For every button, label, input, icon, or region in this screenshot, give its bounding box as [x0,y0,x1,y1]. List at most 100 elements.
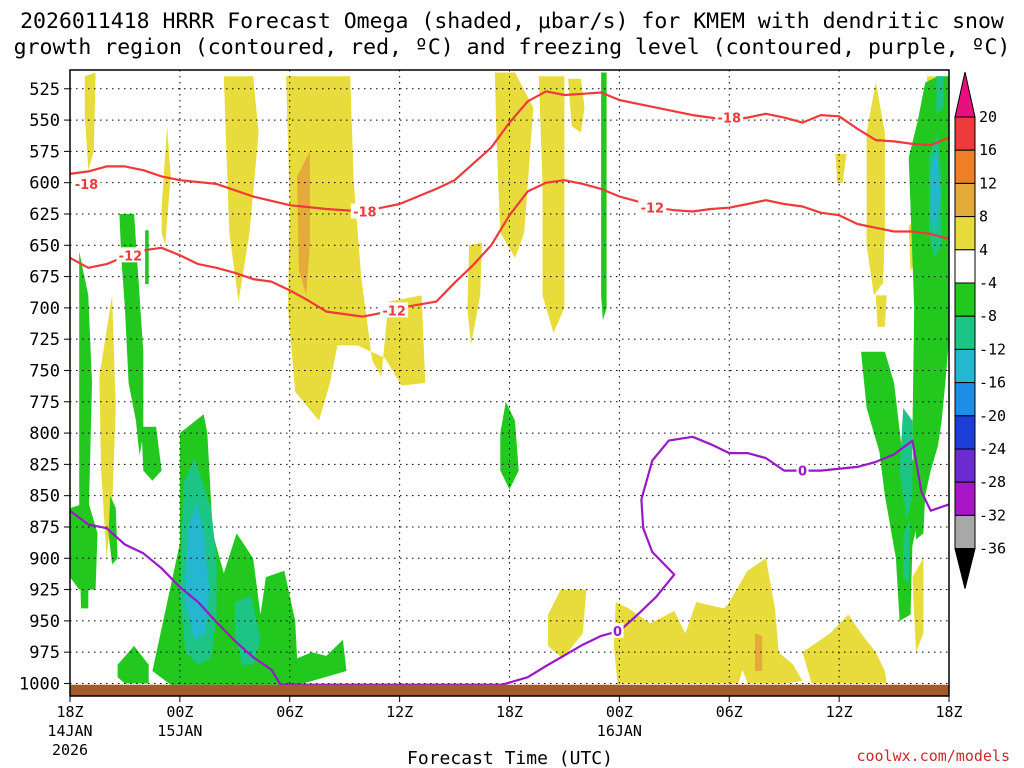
omega-region-40 [903,520,911,584]
contour-label-m18-2: -18 [718,112,742,127]
omega-region-0 [84,72,96,171]
colorbar-label--16: -16 [979,374,1006,392]
y-tick-575: 575 [29,142,60,162]
colorbar-seg-m36-m32 [954,514,976,550]
x-tick-1: 00Z [166,703,193,721]
chart-title-line1: 2026011418 HRRR Forecast Omega (shaded, … [20,9,1004,34]
contour-label-m12-3: -12 [119,249,143,264]
colorbar-label-16: 16 [979,141,997,159]
omega-region-2 [161,126,171,246]
contour-label-bg-0 [72,175,101,191]
contour-label-zero-6: 0 [613,625,622,640]
omega-region-23 [108,495,118,565]
colorbar-seg-m24-m20 [954,415,976,450]
omega-region-39 [936,76,944,114]
colorbar-seg-m8-m4 [954,282,976,317]
x-tick-7: 12Z [826,703,853,721]
colorbar-seg-m32-m28 [954,481,976,516]
colorbar: 20 16 12 8 4 -4 -8 -12 -16 -20 -24 -28 -32 -36 [954,71,1006,589]
colorbar-label--4: -4 [979,274,997,292]
y-tick-650: 650 [29,236,60,256]
colorbar-seg-8-12 [954,182,976,218]
omega-region-6 [494,72,534,258]
x-tick-3: 12Z [386,703,413,721]
colorbar-label--24: -24 [979,440,1006,458]
colorbar-label--8: -8 [979,307,997,325]
ground-surface [70,684,949,696]
contour-label-bg-2 [715,109,744,125]
y-tick-550: 550 [29,111,60,131]
contour-label-bg-5 [638,199,667,215]
colorbar-label--12: -12 [979,340,1006,358]
y-tick-900: 900 [29,549,60,569]
omega-region-26 [145,230,149,285]
colorbar-seg-4-8 [954,216,976,251]
y-tick-725: 725 [29,330,60,350]
colorbar-label--32: -32 [979,506,1006,524]
contour-label-bg-4 [380,302,409,318]
y-tick-825: 825 [29,455,60,475]
contour-label-bg-6 [611,622,624,638]
colorbar-label--36: -36 [979,540,1006,558]
contour-label-m18-1: -18 [353,205,377,220]
omega-region-7 [538,76,565,333]
colorbar-seg-m20-m16 [954,382,976,417]
contour-label-bg-1 [350,203,379,219]
colorbar-seg-m16-m12 [954,348,976,384]
colorbar-label--20: -20 [979,407,1006,425]
x-tick-6: 06Z [716,703,743,721]
omega-region-15 [875,295,887,327]
y-tick-525: 525 [29,80,60,100]
omega-region-34 [185,501,210,640]
omega-region-13 [835,153,847,183]
y-tick-600: 600 [29,174,60,194]
colorbar-seg-m28-m24 [954,448,976,483]
colorbar-top-arrow [954,71,976,118]
omega-region-9 [613,589,750,684]
y-tick-675: 675 [29,268,60,288]
colorbar-label-8: 8 [979,208,988,226]
omega-region-14 [866,82,885,296]
omega-region-38 [930,151,940,233]
contour-label-bg-3 [116,247,145,263]
credit-text: coolwx.com/models [856,747,1010,765]
omega-region-36 [899,408,913,521]
colorbar-label--28: -28 [979,473,1006,491]
x-tick-2: 06Z [276,703,303,721]
omega-region-19 [297,151,310,296]
y-tick-850: 850 [29,487,60,507]
omega-region-27 [117,645,149,684]
colorbar-seg-neutral [954,249,976,284]
colorbar-bottom-arrow [954,548,976,589]
omega-region-22 [70,501,98,590]
x-tick-date-0: 14JAN [47,722,92,740]
y-tick-975: 975 [29,643,60,663]
omega-region-24 [119,214,144,456]
omega-shaded-field [70,72,949,685]
y-tick-700: 700 [29,299,60,319]
omega-region-4 [286,76,426,421]
omega-region-32 [601,72,607,321]
contour-label-m12-5: -12 [641,202,665,217]
y-tick-925: 925 [29,581,60,601]
omega-region-8 [548,589,587,659]
x-tick-8: 18Z [935,703,962,721]
omega-region-12 [568,78,585,133]
colorbar-label-20: 20 [979,108,997,126]
x-tick-0: 18Z [56,703,83,721]
omega-region-25 [141,426,162,481]
colorbar-seg-16-20 [954,116,976,151]
x-tick-4: 18Z [496,703,523,721]
x-tick-5: 00Z [606,703,633,721]
y-tick-875: 875 [29,518,60,538]
x-tick-date-1: 15JAN [157,722,202,740]
contour-label-zero-7: 0 [798,465,807,480]
omega-region-29 [500,401,519,490]
contour-minus18 [69,90,950,213]
y-tick-1000: 1000 [19,674,60,694]
omega-region-1 [99,295,116,559]
omega-region-30 [861,351,922,621]
y-tick-750: 750 [29,361,60,381]
